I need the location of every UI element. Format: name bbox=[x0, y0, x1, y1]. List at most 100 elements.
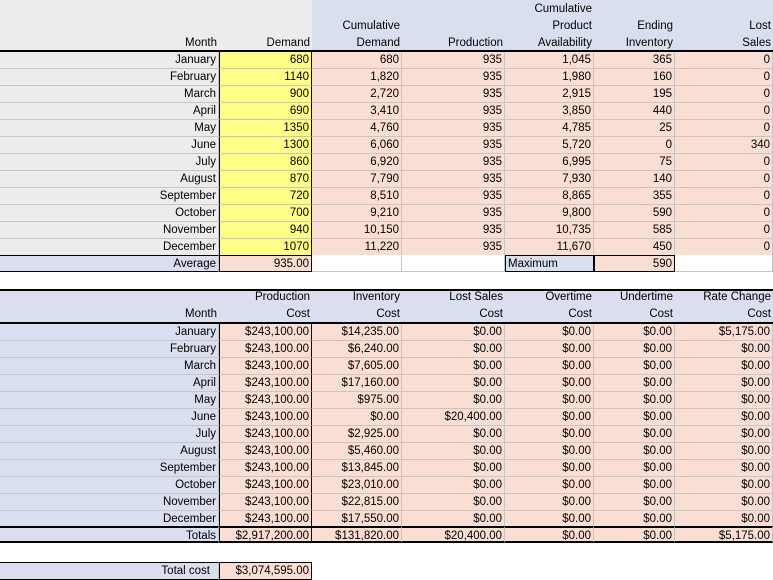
overtime-cost-cell[interactable]: $0.00 bbox=[505, 460, 594, 477]
demand-cell[interactable]: 690 bbox=[219, 103, 312, 120]
overtime-cost-cell[interactable]: $0.00 bbox=[505, 426, 594, 443]
lost-sales-cell[interactable]: 0 bbox=[675, 120, 773, 137]
rate-change-cost-cell[interactable]: $0.00 bbox=[675, 358, 773, 375]
lost-sales-cost-cell[interactable]: $0.00 bbox=[402, 443, 505, 460]
production-cost-cell[interactable]: $243,100.00 bbox=[219, 392, 312, 409]
lost-sales-cell[interactable]: 0 bbox=[675, 154, 773, 171]
overtime-cost-cell[interactable]: $0.00 bbox=[505, 341, 594, 358]
production-cost-cell[interactable]: $243,100.00 bbox=[219, 324, 312, 341]
totals-production-cost[interactable]: $2,917,200.00 bbox=[219, 526, 312, 543]
lost-sales-cost-cell[interactable]: $0.00 bbox=[402, 358, 505, 375]
production-cell[interactable]: 935 bbox=[402, 154, 505, 171]
lost-sales-cell[interactable]: 0 bbox=[675, 222, 773, 239]
inventory-cost-cell[interactable]: $7,605.00 bbox=[312, 358, 402, 375]
overtime-cost-cell[interactable]: $0.00 bbox=[505, 324, 594, 341]
inventory-cost-cell[interactable]: $22,815.00 bbox=[312, 494, 402, 511]
demand-cell[interactable]: 860 bbox=[219, 154, 312, 171]
total-cost-value[interactable]: $3,074,595.00 bbox=[219, 562, 312, 580]
undertime-cost-cell[interactable]: $0.00 bbox=[594, 375, 675, 392]
cum-avail-cell[interactable]: 1,045 bbox=[505, 52, 594, 69]
lost-sales-cell[interactable]: 0 bbox=[675, 171, 773, 188]
lost-sales-cell[interactable]: 340 bbox=[675, 137, 773, 154]
production-cost-cell[interactable]: $243,100.00 bbox=[219, 443, 312, 460]
inventory-cost-cell[interactable]: $975.00 bbox=[312, 392, 402, 409]
overtime-cost-cell[interactable]: $0.00 bbox=[505, 477, 594, 494]
rate-change-cost-cell[interactable]: $0.00 bbox=[675, 494, 773, 511]
production-cell[interactable]: 935 bbox=[402, 205, 505, 222]
undertime-cost-cell[interactable]: $0.00 bbox=[594, 341, 675, 358]
demand-cell[interactable]: 680 bbox=[219, 52, 312, 69]
rate-change-cost-cell[interactable]: $0.00 bbox=[675, 443, 773, 460]
cum-demand-cell[interactable]: 1,820 bbox=[312, 69, 402, 86]
demand-cell[interactable]: 1070 bbox=[219, 239, 312, 256]
overtime-cost-cell[interactable]: $0.00 bbox=[505, 392, 594, 409]
totals-lost-sales-cost[interactable]: $20,400.00 bbox=[402, 526, 505, 543]
totals-undertime-cost[interactable]: $0.00 bbox=[594, 526, 675, 543]
overtime-cost-cell[interactable]: $0.00 bbox=[505, 494, 594, 511]
cum-avail-cell[interactable]: 7,930 bbox=[505, 171, 594, 188]
production-cell[interactable]: 935 bbox=[402, 120, 505, 137]
ending-inv-cell[interactable]: 195 bbox=[594, 86, 675, 103]
undertime-cost-cell[interactable]: $0.00 bbox=[594, 443, 675, 460]
demand-cell[interactable]: 720 bbox=[219, 188, 312, 205]
lost-sales-cost-cell[interactable]: $20,400.00 bbox=[402, 409, 505, 426]
ending-inv-cell[interactable]: 140 bbox=[594, 171, 675, 188]
production-cell[interactable]: 935 bbox=[402, 69, 505, 86]
cum-avail-cell[interactable]: 1,980 bbox=[505, 69, 594, 86]
lost-sales-cost-cell[interactable]: $0.00 bbox=[402, 426, 505, 443]
ending-inv-cell[interactable]: 450 bbox=[594, 239, 675, 256]
cum-demand-cell[interactable]: 680 bbox=[312, 52, 402, 69]
undertime-cost-cell[interactable]: $0.00 bbox=[594, 494, 675, 511]
demand-cell[interactable]: 900 bbox=[219, 86, 312, 103]
production-cost-cell[interactable]: $243,100.00 bbox=[219, 494, 312, 511]
totals-overtime-cost[interactable]: $0.00 bbox=[505, 526, 594, 543]
rate-change-cost-cell[interactable]: $0.00 bbox=[675, 409, 773, 426]
demand-cell[interactable]: 1300 bbox=[219, 137, 312, 154]
cum-demand-cell[interactable]: 2,720 bbox=[312, 86, 402, 103]
overtime-cost-cell[interactable]: $0.00 bbox=[505, 375, 594, 392]
inventory-cost-cell[interactable]: $17,550.00 bbox=[312, 511, 402, 528]
cum-avail-cell[interactable]: 8,865 bbox=[505, 188, 594, 205]
demand-cell[interactable]: 1350 bbox=[219, 120, 312, 137]
rate-change-cost-cell[interactable]: $0.00 bbox=[675, 375, 773, 392]
ending-inv-cell[interactable]: 355 bbox=[594, 188, 675, 205]
cum-demand-cell[interactable]: 6,920 bbox=[312, 154, 402, 171]
totals-rate-change-cost[interactable]: $5,175.00 bbox=[675, 526, 773, 543]
ending-inv-cell[interactable]: 590 bbox=[594, 205, 675, 222]
undertime-cost-cell[interactable]: $0.00 bbox=[594, 358, 675, 375]
inventory-cost-cell[interactable]: $0.00 bbox=[312, 409, 402, 426]
ending-inv-cell[interactable]: 585 bbox=[594, 222, 675, 239]
lost-sales-cost-cell[interactable]: $0.00 bbox=[402, 375, 505, 392]
cum-demand-cell[interactable]: 3,410 bbox=[312, 103, 402, 120]
cum-avail-cell[interactable]: 2,915 bbox=[505, 86, 594, 103]
undertime-cost-cell[interactable]: $0.00 bbox=[594, 477, 675, 494]
lost-sales-cell[interactable]: 0 bbox=[675, 239, 773, 256]
rate-change-cost-cell[interactable]: $0.00 bbox=[675, 460, 773, 477]
cum-demand-cell[interactable]: 7,790 bbox=[312, 171, 402, 188]
inventory-cost-cell[interactable]: $23,010.00 bbox=[312, 477, 402, 494]
overtime-cost-cell[interactable]: $0.00 bbox=[505, 358, 594, 375]
ending-inv-cell[interactable]: 440 bbox=[594, 103, 675, 120]
production-cell[interactable]: 935 bbox=[402, 52, 505, 69]
ending-inv-cell[interactable]: 0 bbox=[594, 137, 675, 154]
demand-cell[interactable]: 940 bbox=[219, 222, 312, 239]
production-cost-cell[interactable]: $243,100.00 bbox=[219, 409, 312, 426]
demand-cell[interactable]: 1140 bbox=[219, 69, 312, 86]
cum-demand-cell[interactable]: 4,760 bbox=[312, 120, 402, 137]
production-cost-cell[interactable]: $243,100.00 bbox=[219, 375, 312, 392]
rate-change-cost-cell[interactable]: $0.00 bbox=[675, 426, 773, 443]
lost-sales-cell[interactable]: 0 bbox=[675, 69, 773, 86]
inventory-cost-cell[interactable]: $6,240.00 bbox=[312, 341, 402, 358]
undertime-cost-cell[interactable]: $0.00 bbox=[594, 426, 675, 443]
cum-demand-cell[interactable]: 9,210 bbox=[312, 205, 402, 222]
production-cell[interactable]: 935 bbox=[402, 86, 505, 103]
cum-avail-cell[interactable]: 10,735 bbox=[505, 222, 594, 239]
cum-avail-cell[interactable]: 6,995 bbox=[505, 154, 594, 171]
overtime-cost-cell[interactable]: $0.00 bbox=[505, 511, 594, 528]
rate-change-cost-cell[interactable]: $0.00 bbox=[675, 392, 773, 409]
cum-avail-cell[interactable]: 5,720 bbox=[505, 137, 594, 154]
undertime-cost-cell[interactable]: $0.00 bbox=[594, 392, 675, 409]
cum-avail-cell[interactable]: 11,670 bbox=[505, 239, 594, 256]
rate-change-cost-cell[interactable]: $0.00 bbox=[675, 477, 773, 494]
undertime-cost-cell[interactable]: $0.00 bbox=[594, 409, 675, 426]
